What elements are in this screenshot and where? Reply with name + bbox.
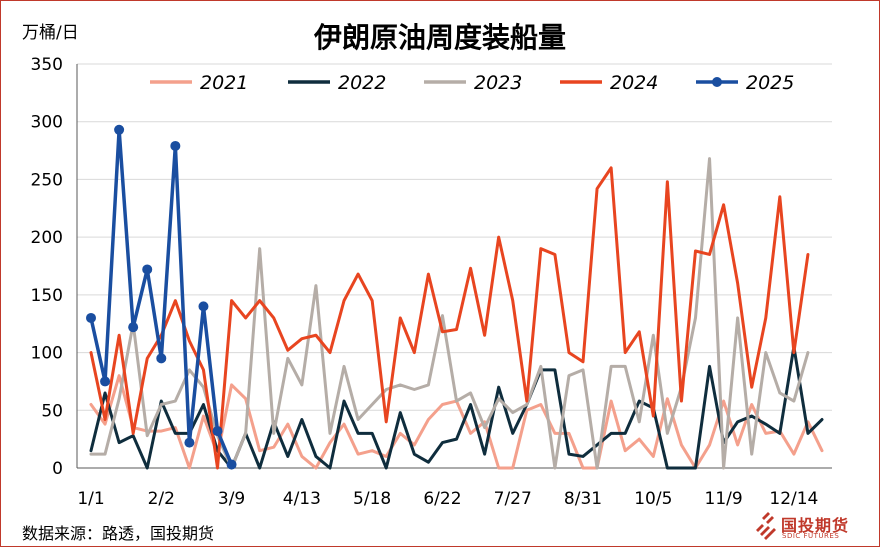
x-tick-label: 7/27	[494, 489, 532, 509]
legend: 2021 2022 2023 2024 2025	[150, 72, 794, 94]
x-tick-label: 8/31	[564, 489, 602, 509]
y-tick-label: 50	[41, 401, 63, 421]
data-point-2025	[226, 459, 237, 470]
y-tick-label: 0	[52, 459, 63, 479]
data-point-2025	[184, 437, 195, 448]
data-point-2025	[198, 301, 209, 312]
data-point-2025	[156, 353, 167, 364]
y-tick-label: 250	[31, 170, 63, 190]
x-tick-label: 2/2	[148, 489, 175, 509]
series-line-2024	[89, 166, 810, 470]
data-point-2025	[142, 264, 153, 275]
company-logo: 国投期货 SDIC FUTURES	[752, 512, 874, 544]
x-tick-label: 12/14	[769, 489, 818, 509]
data-point-2025	[86, 312, 96, 323]
legend-label-2023: 2023	[474, 72, 522, 94]
axes: 0 50 100 150 200 250 300 350 1/1 2/2 3/9 4/13 5/18 6/…	[31, 55, 832, 509]
y-tick-label: 350	[31, 55, 63, 75]
x-tick-label: 5/18	[353, 489, 391, 509]
x-tick-label: 3/9	[218, 489, 245, 509]
x-tick-label: 11/9	[705, 489, 743, 509]
x-tick-label: 6/22	[423, 489, 461, 509]
x-tick-label: 1/1	[77, 489, 104, 509]
data-point-2025	[114, 124, 125, 135]
legend-label-2024: 2024	[610, 72, 658, 94]
legend-marker-2025	[712, 77, 722, 87]
data-point-2025	[170, 140, 181, 151]
logo-subtitle: SDIC FUTURES	[782, 532, 840, 540]
y-axis-unit-label: 万桶/日	[22, 23, 79, 43]
data-point-2025	[100, 376, 111, 387]
logo-name: 国投期货	[781, 516, 850, 535]
y-tick-label: 300	[31, 113, 63, 133]
y-tick-label: 200	[31, 228, 63, 248]
gridlines	[77, 63, 832, 411]
chart-title: 伊朗原油周度装船量	[313, 21, 566, 54]
x-tick-label: 10/5	[634, 489, 672, 509]
series-lines	[86, 124, 824, 470]
legend-label-2022: 2022	[338, 72, 386, 94]
logo-mark-icon	[756, 512, 776, 540]
x-tick-label: 4/13	[283, 489, 321, 509]
legend-label-2025: 2025	[746, 72, 794, 94]
y-tick-label: 100	[31, 344, 63, 364]
data-source-note: 数据来源：路透，国投期货	[22, 524, 215, 543]
data-point-2025	[128, 322, 139, 333]
legend-label-2021: 2021	[200, 72, 248, 94]
data-point-2025	[212, 426, 223, 437]
y-tick-label: 150	[31, 286, 63, 306]
